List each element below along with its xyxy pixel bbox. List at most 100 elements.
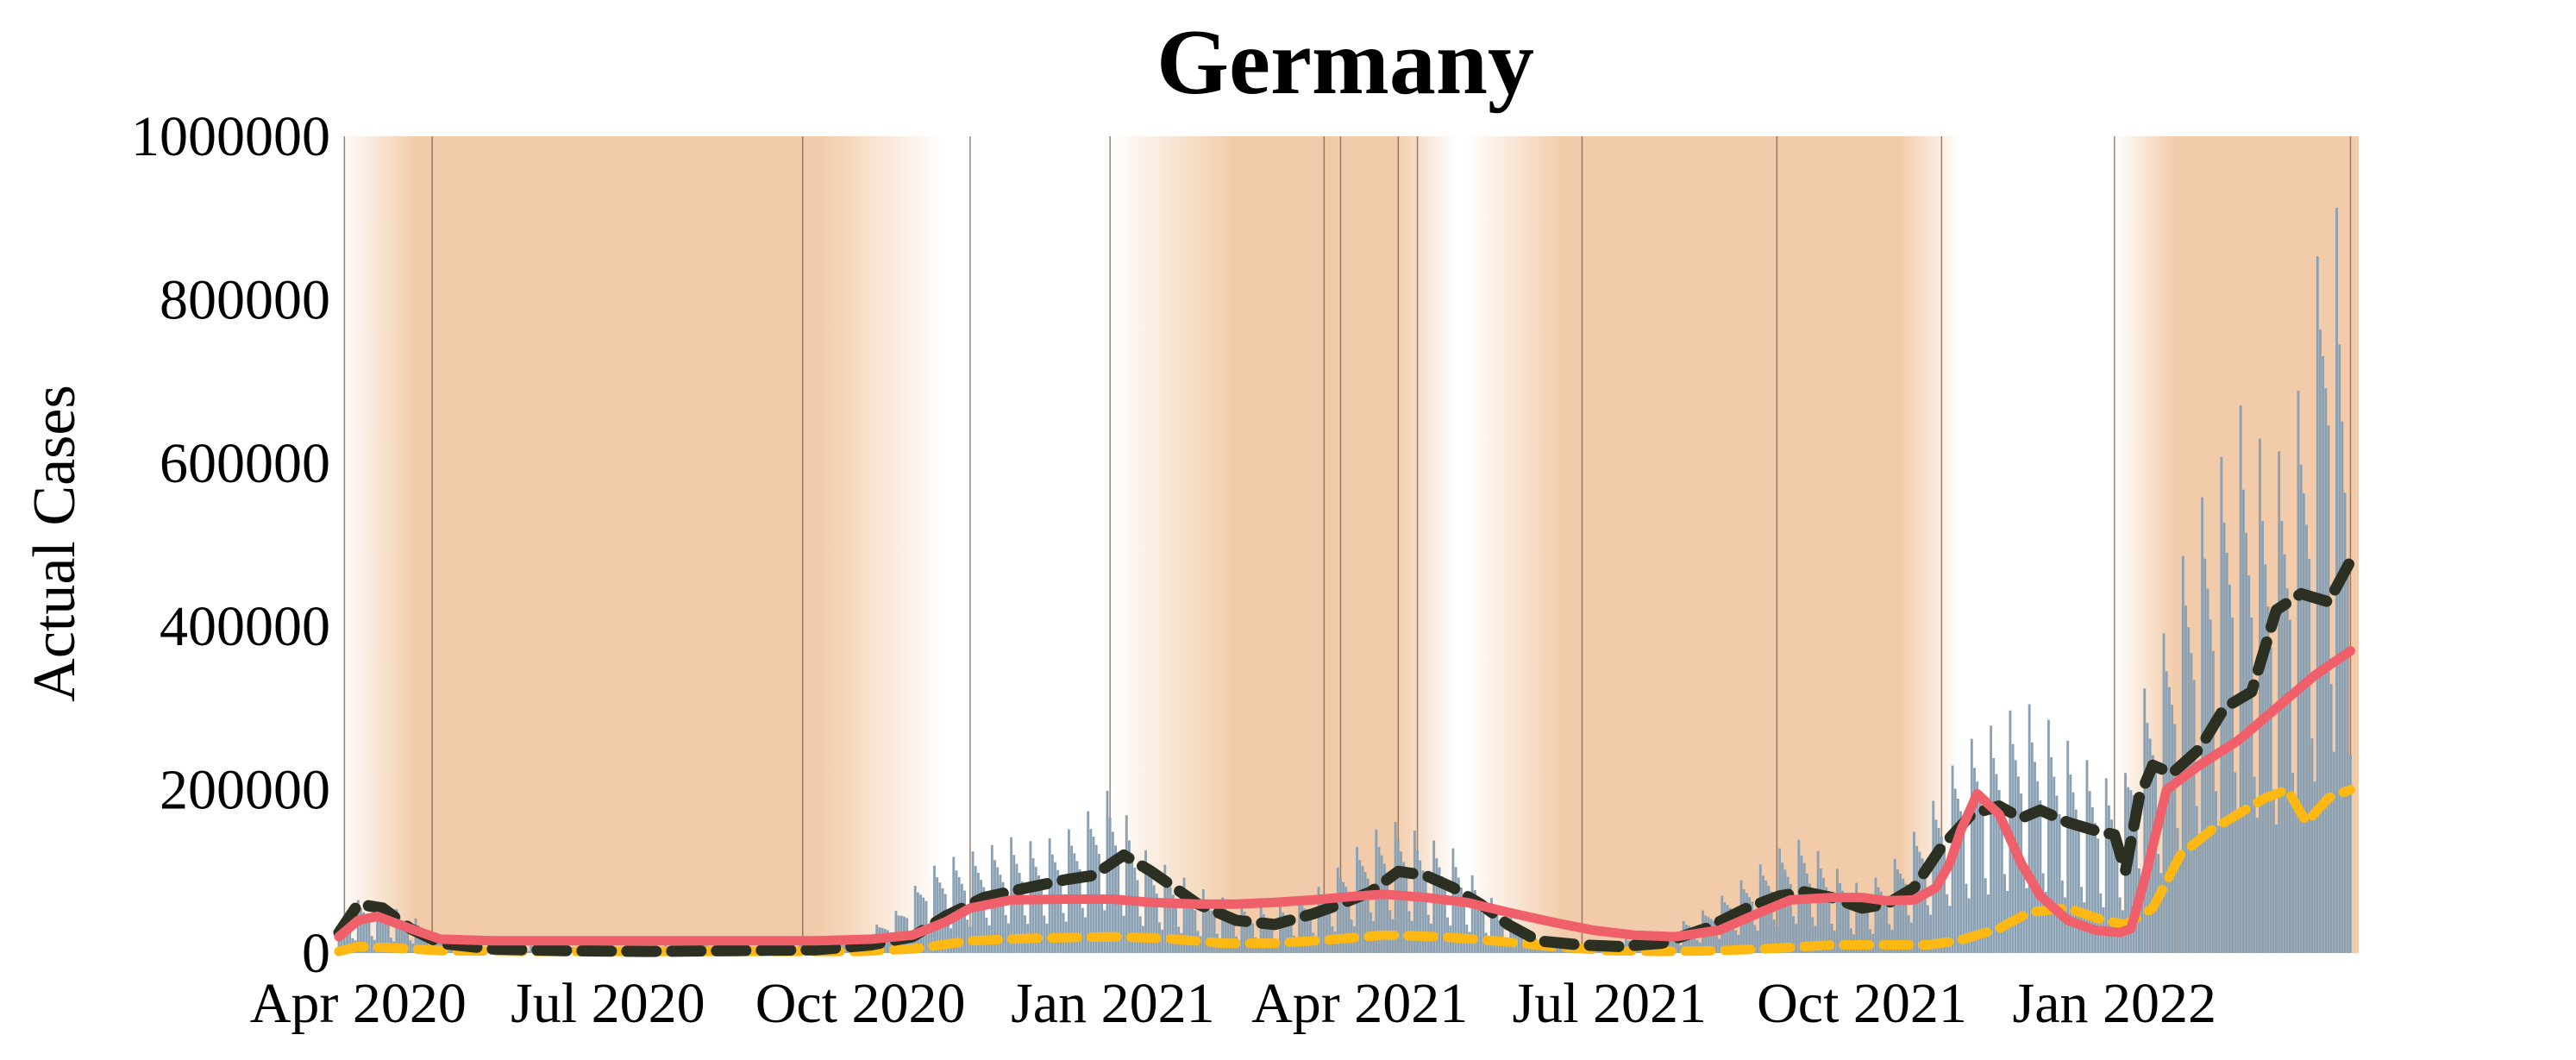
- daily-case-bar: [1860, 901, 1864, 953]
- daily-case-bar: [1926, 905, 1929, 953]
- daily-case-bar: [1358, 860, 1362, 953]
- daily-case-bar: [1108, 817, 1112, 953]
- daily-case-bar: [2173, 724, 2177, 953]
- daily-case-bar: [1874, 877, 1877, 953]
- daily-case-bar: [1201, 889, 1205, 953]
- x-tick-label: Oct 2020: [755, 972, 966, 1035]
- daily-case-bar: [2022, 869, 2026, 953]
- daily-case-bar: [2039, 800, 2042, 953]
- daily-case-bar: [1440, 875, 1444, 953]
- daily-case-bar: [1166, 879, 1169, 953]
- y-tick-label: 600000: [160, 432, 330, 495]
- daily-case-bar: [1182, 877, 1186, 953]
- daily-case-bar: [2313, 781, 2316, 953]
- daily-case-bar: [1249, 919, 1251, 953]
- daily-case-bar: [1545, 949, 1548, 953]
- daily-case-bar: [1262, 913, 1265, 953]
- daily-case-bar: [1152, 885, 1156, 953]
- daily-case-bar: [1786, 876, 1789, 953]
- daily-case-bar: [2115, 846, 2119, 953]
- y-tick-label: 0: [302, 922, 330, 985]
- daily-case-bar: [1037, 875, 1040, 953]
- daily-case-bar: [1265, 918, 1268, 953]
- daily-case-bar: [1229, 916, 1232, 953]
- y-tick-label: 400000: [160, 595, 330, 658]
- daily-case-bar: [2064, 897, 2066, 953]
- daily-case-bar: [1718, 938, 1721, 953]
- daily-case-bar: [2028, 704, 2031, 953]
- daily-case-bar: [1402, 862, 1406, 953]
- daily-case-bar: [1210, 910, 1213, 953]
- daily-case-bar: [2316, 256, 2319, 953]
- daily-case-bar: [2231, 617, 2234, 953]
- x-tick-label: Jan 2022: [2013, 972, 2216, 1035]
- daily-case-bar: [1714, 935, 1718, 953]
- daily-case-bar: [916, 892, 919, 953]
- dark-dashed-series: [333, 555, 2356, 957]
- daily-case-bar: [2283, 554, 2286, 953]
- daily-case-bar: [2239, 405, 2242, 953]
- daily-case-bar: [1245, 915, 1249, 953]
- daily-case-bar: [2198, 837, 2201, 953]
- daily-case-bar: [2272, 789, 2275, 953]
- daily-case-bar: [1770, 891, 1773, 953]
- daily-case-bar: [1470, 875, 1474, 953]
- daily-case-bar: [2209, 619, 2212, 953]
- daily-case-bar: [1342, 881, 1345, 953]
- daily-case-bar: [1764, 880, 1768, 953]
- daily-case-bar: [1624, 938, 1627, 953]
- daily-case-bar: [1075, 861, 1079, 953]
- daily-case-bar: [1421, 870, 1425, 953]
- daily-case-bar: [1885, 900, 1889, 953]
- x-tick-label: Jan 2021: [1011, 972, 1214, 1035]
- daily-case-bar: [980, 880, 983, 953]
- daily-case-bar: [996, 867, 1000, 953]
- y-axis-ticks: 0 200000 400000 600000 800000 1000000: [131, 105, 330, 985]
- daily-case-bar: [1883, 896, 1885, 953]
- shaded-period: [1466, 136, 1961, 953]
- daily-case-bar: [2329, 684, 2333, 953]
- daily-case-bar: [2044, 891, 2047, 953]
- daily-case-bar: [2255, 818, 2259, 953]
- daily-case-bar: [2085, 760, 2089, 953]
- daily-case-bar: [1259, 906, 1263, 953]
- daily-case-bar: [2236, 810, 2240, 953]
- daily-case-bar: [1493, 908, 1496, 953]
- daily-case-bar: [1907, 915, 1910, 953]
- daily-case-bar: [1811, 917, 1814, 953]
- daily-case-bar: [946, 921, 950, 953]
- daily-case-bar: [2343, 492, 2347, 953]
- daily-case-bar: [1767, 886, 1771, 953]
- daily-case-bar: [2275, 824, 2278, 953]
- daily-case-bar: [447, 948, 450, 953]
- daily-case-bar: [1004, 915, 1007, 953]
- daily-case-bar: [1523, 944, 1526, 953]
- daily-case-bar: [1454, 867, 1457, 953]
- daily-case-bar: [2020, 793, 2023, 953]
- daily-case-bar: [2215, 791, 2217, 953]
- daily-case-bar: [1133, 868, 1137, 953]
- daily-case-bar: [2046, 719, 2050, 953]
- daily-case-bar: [1877, 887, 1880, 953]
- daily-case-bar: [1298, 898, 1301, 953]
- daily-case-bar: [2168, 687, 2171, 953]
- daily-case-bar: [1224, 906, 1227, 953]
- daily-case-bar: [1558, 944, 1562, 953]
- daily-case-bar: [1287, 918, 1290, 953]
- daily-case-bar: [1081, 907, 1084, 953]
- daily-case-bar: [1232, 920, 1235, 953]
- daily-case-bar: [2088, 791, 2091, 953]
- daily-case-bar: [1495, 914, 1499, 953]
- daily-case-bar: [1268, 921, 1271, 953]
- daily-case-bar: [2203, 558, 2207, 953]
- daily-case-bar: [527, 950, 530, 953]
- daily-case-bar: [1438, 867, 1441, 953]
- daily-case-bar: [1479, 906, 1482, 953]
- daily-case-bar: [1520, 935, 1523, 953]
- daily-case-bar: [1400, 851, 1402, 953]
- daily-case-bar: [1199, 936, 1202, 953]
- daily-case-bar: [1380, 855, 1383, 953]
- daily-case-bar: [1772, 919, 1776, 953]
- daily-case-bar: [1918, 851, 1921, 953]
- daily-case-bar: [1822, 877, 1825, 953]
